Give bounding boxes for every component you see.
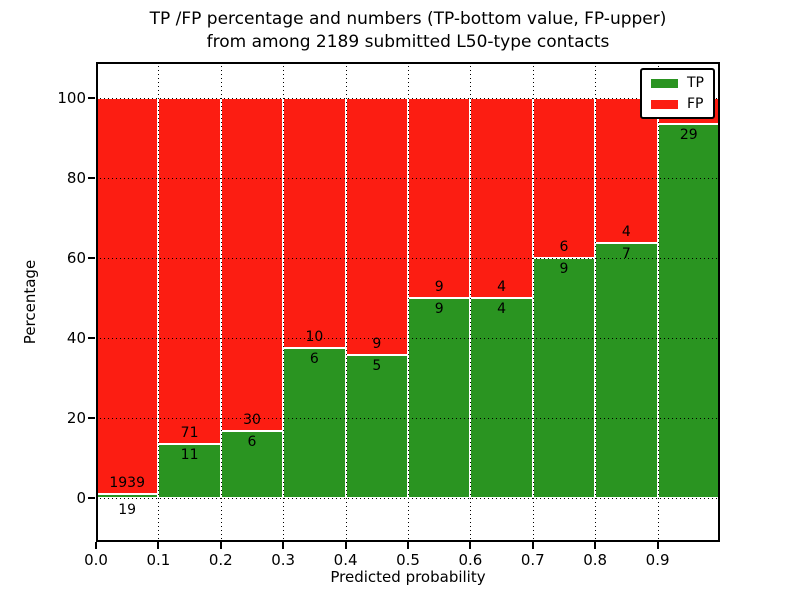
tp-count-label: 19 — [118, 502, 137, 518]
chart-title-line1: TP /FP percentage and numbers (TP-bottom… — [149, 9, 667, 29]
x-tick — [531, 542, 534, 549]
bar-segment-tp — [408, 298, 471, 498]
chart-title: TP /FP percentage and numbers (TP-bottom… — [96, 8, 720, 54]
gridline-vertical — [595, 62, 597, 542]
bar-segment-fp — [283, 98, 346, 348]
gridline-vertical — [345, 62, 347, 542]
legend-swatch-fp — [651, 99, 678, 109]
gridline-vertical — [470, 62, 472, 542]
x-tick — [282, 542, 285, 549]
fp-count-label: 10 — [305, 329, 324, 345]
x-tick — [594, 542, 597, 549]
legend: TP FP — [640, 68, 715, 119]
x-tick — [469, 542, 472, 549]
x-tick-label: 0.4 — [333, 551, 358, 569]
value-labels-layer: 19391971113061069599446947229 — [96, 62, 720, 542]
tp-count-label: 29 — [679, 126, 698, 143]
fp-count-label: 6 — [559, 239, 569, 255]
x-tick — [656, 542, 659, 549]
x-tick-label: 0.6 — [458, 551, 483, 569]
y-tick — [88, 337, 95, 339]
legend-label-tp: TP — [687, 75, 704, 91]
bar-segment-tp — [283, 348, 346, 498]
y-tick-label: 40 — [66, 329, 86, 347]
bars-layer — [96, 62, 720, 542]
x-tick-label: 0.2 — [208, 551, 233, 569]
bar-segment-tp — [595, 243, 658, 498]
fp-count-label: 9 — [372, 336, 382, 353]
y-tick — [88, 417, 95, 419]
gridline-vertical — [158, 62, 160, 542]
gridline-vertical — [408, 62, 409, 542]
chart-title-line2: from among 2189 submitted L50-type conta… — [206, 32, 610, 52]
x-tick — [95, 542, 97, 549]
y-tick — [88, 97, 95, 99]
x-tick — [219, 542, 222, 549]
x-tick — [157, 542, 160, 549]
x-tick — [407, 542, 409, 549]
bar-segment-tp — [158, 444, 221, 498]
tp-count-label: 6 — [247, 434, 257, 451]
bar-segment-tp — [657, 123, 720, 498]
x-tick-label: 0.7 — [520, 551, 545, 569]
legend-label-fp: FP — [687, 96, 704, 112]
y-tick — [88, 177, 95, 179]
bar-segment-fp — [345, 98, 408, 356]
legend-swatch-tp — [651, 78, 678, 88]
x-tick-label: 0.5 — [396, 551, 420, 569]
tp-count-label: 7 — [621, 246, 631, 263]
bar-segment-fp — [220, 98, 284, 432]
tp-count-label: 9 — [434, 301, 444, 317]
x-tick-label: 0.9 — [645, 551, 670, 569]
x-axis-label: Predicted probability — [330, 568, 486, 586]
y-tick-label: 100 — [57, 89, 86, 107]
y-tick — [88, 257, 95, 259]
tp-count-label: 9 — [559, 261, 569, 277]
y-tick-label: 60 — [66, 249, 86, 267]
legend-item-tp: TP — [651, 76, 704, 90]
fp-count-label: 4 — [497, 279, 507, 295]
y-tick-label: 20 — [66, 409, 86, 427]
x-tick-label: 0.0 — [84, 551, 108, 569]
fp-count-label: 30 — [243, 412, 261, 429]
y-tick — [88, 497, 95, 499]
fp-count-label: 1939 — [109, 475, 146, 492]
x-tick-label: 0.3 — [271, 551, 296, 569]
x-tick — [344, 542, 347, 549]
y-tick-label: 80 — [66, 169, 86, 187]
gridline-vertical — [657, 62, 659, 542]
bar-segment-tp — [470, 298, 533, 498]
legend-item-fp: FP — [651, 97, 704, 111]
tp-count-label: 4 — [497, 301, 507, 317]
x-tick-label: 0.1 — [146, 551, 171, 569]
grid-layer — [96, 62, 720, 542]
tp-count-label: 6 — [309, 351, 319, 367]
gridline-vertical — [532, 62, 534, 542]
y-tick-label: 0 — [76, 489, 86, 507]
x-tick-label: 0.8 — [583, 551, 608, 569]
bar-segment-tp — [345, 355, 408, 498]
bar-segment-tp — [532, 258, 596, 498]
gridline-vertical — [283, 62, 285, 542]
fp-count-label: 9 — [434, 279, 444, 295]
fp-count-label: 4 — [621, 224, 631, 241]
fp-count-label: 71 — [180, 425, 199, 442]
gridline-vertical — [220, 62, 222, 542]
tp-count-label: 11 — [180, 447, 199, 464]
tp-count-label: 5 — [372, 358, 382, 375]
bar-segment-fp — [595, 98, 658, 244]
